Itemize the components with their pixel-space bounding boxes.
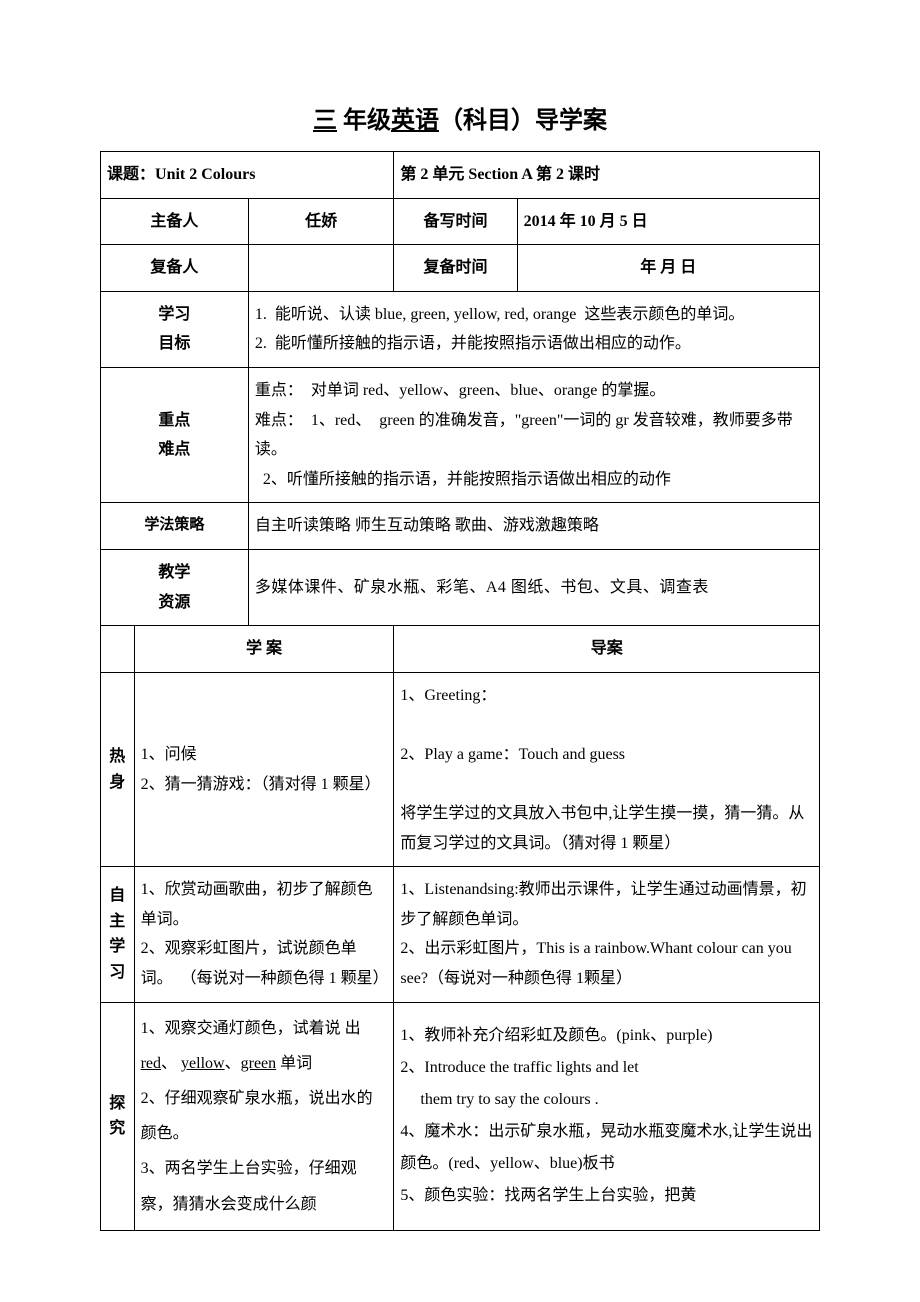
selfstudy-ch2: 主 — [107, 909, 128, 935]
author-date-label: 备写时间 — [394, 198, 517, 245]
explore-label: 探 究 — [101, 1002, 135, 1230]
explore-left-1b-suffix: 单词 — [276, 1055, 312, 1072]
row-selfstudy: 自 主 学 习 1、欣赏动画歌曲，初步了解颜色单词。 2、观察彩虹图片，试说颜色… — [101, 867, 820, 1002]
reviewer-value — [248, 245, 394, 292]
explore-left-3: 3、两名学生上台实验，仔细观察，猜猜水会变成什么颜 — [141, 1160, 357, 1212]
selfstudy-left: 1、欣赏动画歌曲，初步了解颜色单词。 2、观察彩虹图片，试说颜色单词。 （每说对… — [134, 867, 394, 1002]
explore-sep2: 、 — [225, 1055, 241, 1072]
reviewer-date-value: 年 月 日 — [517, 245, 819, 292]
resource-label-2: 资源 — [107, 588, 242, 618]
topic-value: Unit 2 Colours — [155, 166, 255, 183]
explore-left-2: 2、仔细观察矿泉水瓶，说出水的颜色。 — [141, 1090, 373, 1142]
row-strategy: 学法策略 自主听读策略 师生互动策略 歌曲、游戏激趣策略 — [101, 503, 820, 550]
goal-content: 1. 能听说、认读 blue, green, yellow, red, oran… — [248, 291, 819, 367]
author-date-value: 2014 年 10 月 5 日 — [517, 198, 819, 245]
explore-yellow: yellow — [181, 1055, 225, 1072]
warmup-label: 热 身 — [101, 672, 135, 867]
topic-label: 课题： — [107, 166, 155, 183]
resource-label-1: 教学 — [107, 558, 242, 588]
reviewer-label: 复备人 — [101, 245, 249, 292]
selfstudy-label: 自 主 学 习 — [101, 867, 135, 1002]
strategy-label: 学法策略 — [101, 503, 249, 550]
selfstudy-ch3: 学 — [107, 934, 128, 960]
title-grade: 年级 — [343, 108, 391, 134]
row-reviewer: 复备人 复备时间 年 月 日 — [101, 245, 820, 292]
page-title: 三 年级英语（科目）导学案 — [100, 100, 820, 135]
resource-content: 多媒体课件、矿泉水瓶、彩笔、A4 图纸、书包、文具、调查表 — [248, 549, 819, 625]
explore-green: green — [241, 1055, 277, 1072]
row-explore: 探 究 1、观察交通灯颜色，试着说 出 red、 yellow、green 单词… — [101, 1002, 820, 1230]
topic-right: 第 2 单元 Section A 第 2 课时 — [394, 152, 820, 199]
row-goal: 学习 目标 1. 能听说、认读 blue, green, yellow, red… — [101, 291, 820, 367]
warmup-left: 1、问候 2、猜一猜游戏：（猜对得 1 颗星） — [134, 672, 394, 867]
row-topic: 课题：Unit 2 Colours 第 2 单元 Section A 第 2 课… — [101, 152, 820, 199]
explore-ch2: 究 — [107, 1116, 128, 1142]
explore-left-1b-prefix: 出 — [345, 1020, 361, 1037]
header-right: 导案 — [394, 626, 820, 673]
goal-label-2: 目标 — [107, 329, 242, 359]
focus-label: 重点 难点 — [101, 367, 249, 502]
author-label: 主备人 — [101, 198, 249, 245]
row-warmup: 热 身 1、问候 2、猜一猜游戏：（猜对得 1 颗星） 1、Greeting： … — [101, 672, 820, 867]
selfstudy-ch4: 习 — [107, 960, 128, 986]
strategy-content: 自主听读策略 师生互动策略 歌曲、游戏激趣策略 — [248, 503, 819, 550]
explore-left: 1、观察交通灯颜色，试着说 出 red、 yellow、green 单词 2、仔… — [134, 1002, 394, 1230]
header-left: 学 案 — [134, 626, 394, 673]
selfstudy-right: 1、Listenandsing:教师出示课件，让学生通过动画情景，初步了解颜色单… — [394, 867, 820, 1002]
reviewer-date-label: 复备时间 — [394, 245, 517, 292]
row-author: 主备人 任娇 备写时间 2014 年 10 月 5 日 — [101, 198, 820, 245]
header-empty — [101, 626, 135, 673]
topic-cell: 课题：Unit 2 Colours — [101, 152, 394, 199]
author-value: 任娇 — [248, 198, 394, 245]
row-focus: 重点 难点 重点： 对单词 red、yellow、green、blue、oran… — [101, 367, 820, 502]
resource-label: 教学 资源 — [101, 549, 249, 625]
warmup-label-ch1: 热 — [107, 744, 128, 770]
warmup-right: 1、Greeting： 2、Play a game：Touch and gues… — [394, 672, 820, 867]
focus-label-2: 难点 — [107, 435, 242, 465]
explore-ch1: 探 — [107, 1091, 128, 1117]
warmup-label-ch2: 身 — [107, 770, 128, 796]
explore-right: 1、教师补充介绍彩虹及颜色。(pink、purple) 2、Introduce … — [394, 1002, 820, 1230]
goal-label-1: 学习 — [107, 300, 242, 330]
selfstudy-ch1: 自 — [107, 883, 128, 909]
explore-left-1a: 1、观察交通灯颜色，试着说 — [141, 1020, 341, 1037]
explore-sep: 、 — [161, 1055, 181, 1072]
explore-red: red — [141, 1055, 161, 1072]
title-subject: 英语 — [391, 108, 439, 134]
title-prefix: 三 — [313, 108, 337, 134]
row-header: 学 案 导案 — [101, 626, 820, 673]
focus-label-1: 重点 — [107, 406, 242, 436]
focus-content: 重点： 对单词 red、yellow、green、blue、orange 的掌握… — [248, 367, 819, 502]
lesson-plan-table: 课题：Unit 2 Colours 第 2 单元 Section A 第 2 课… — [100, 151, 820, 1231]
title-suffix: （科目）导学案 — [439, 108, 607, 134]
row-resource: 教学 资源 多媒体课件、矿泉水瓶、彩笔、A4 图纸、书包、文具、调查表 — [101, 549, 820, 625]
goal-label: 学习 目标 — [101, 291, 249, 367]
